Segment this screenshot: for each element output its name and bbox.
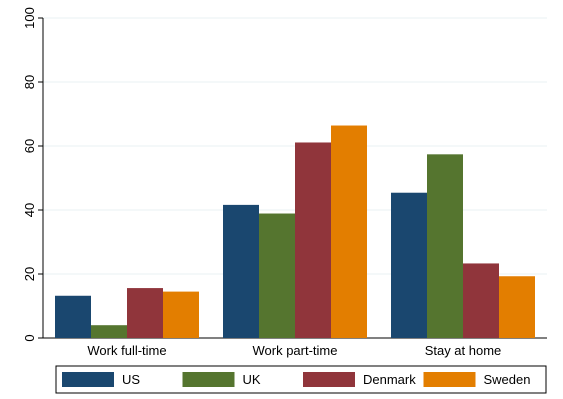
bar-sweden [163, 291, 199, 338]
x-tick-label: Work part-time [253, 343, 338, 358]
y-tick-label: 60 [22, 139, 37, 153]
y-tick-label: 100 [22, 7, 37, 29]
y-tick-label: 20 [22, 267, 37, 281]
legend-swatch [423, 372, 476, 387]
bar-sweden [499, 276, 535, 338]
x-tick-label: Work full-time [87, 343, 166, 358]
y-tick-label: 0 [22, 334, 37, 341]
legend-label: Denmark [363, 372, 416, 387]
legend-label: UK [243, 372, 261, 387]
bar-uk [259, 213, 295, 338]
legend-swatch [182, 372, 235, 387]
bar-denmark [463, 263, 499, 338]
bar-uk [427, 154, 463, 338]
bar-denmark [127, 288, 163, 338]
legend-swatch [62, 372, 114, 387]
bar-sweden [331, 125, 367, 339]
y-tick-label: 40 [22, 203, 37, 217]
legend-label: US [122, 372, 140, 387]
bar-us [223, 204, 259, 338]
bar-us [55, 295, 91, 338]
legend-label: Sweden [484, 372, 531, 387]
x-tick-label: Stay at home [425, 343, 502, 358]
bar-denmark [295, 142, 331, 338]
y-tick-label: 80 [22, 75, 37, 89]
legend-swatch [303, 372, 355, 387]
bar-us [391, 192, 427, 338]
bar-uk [91, 325, 127, 338]
